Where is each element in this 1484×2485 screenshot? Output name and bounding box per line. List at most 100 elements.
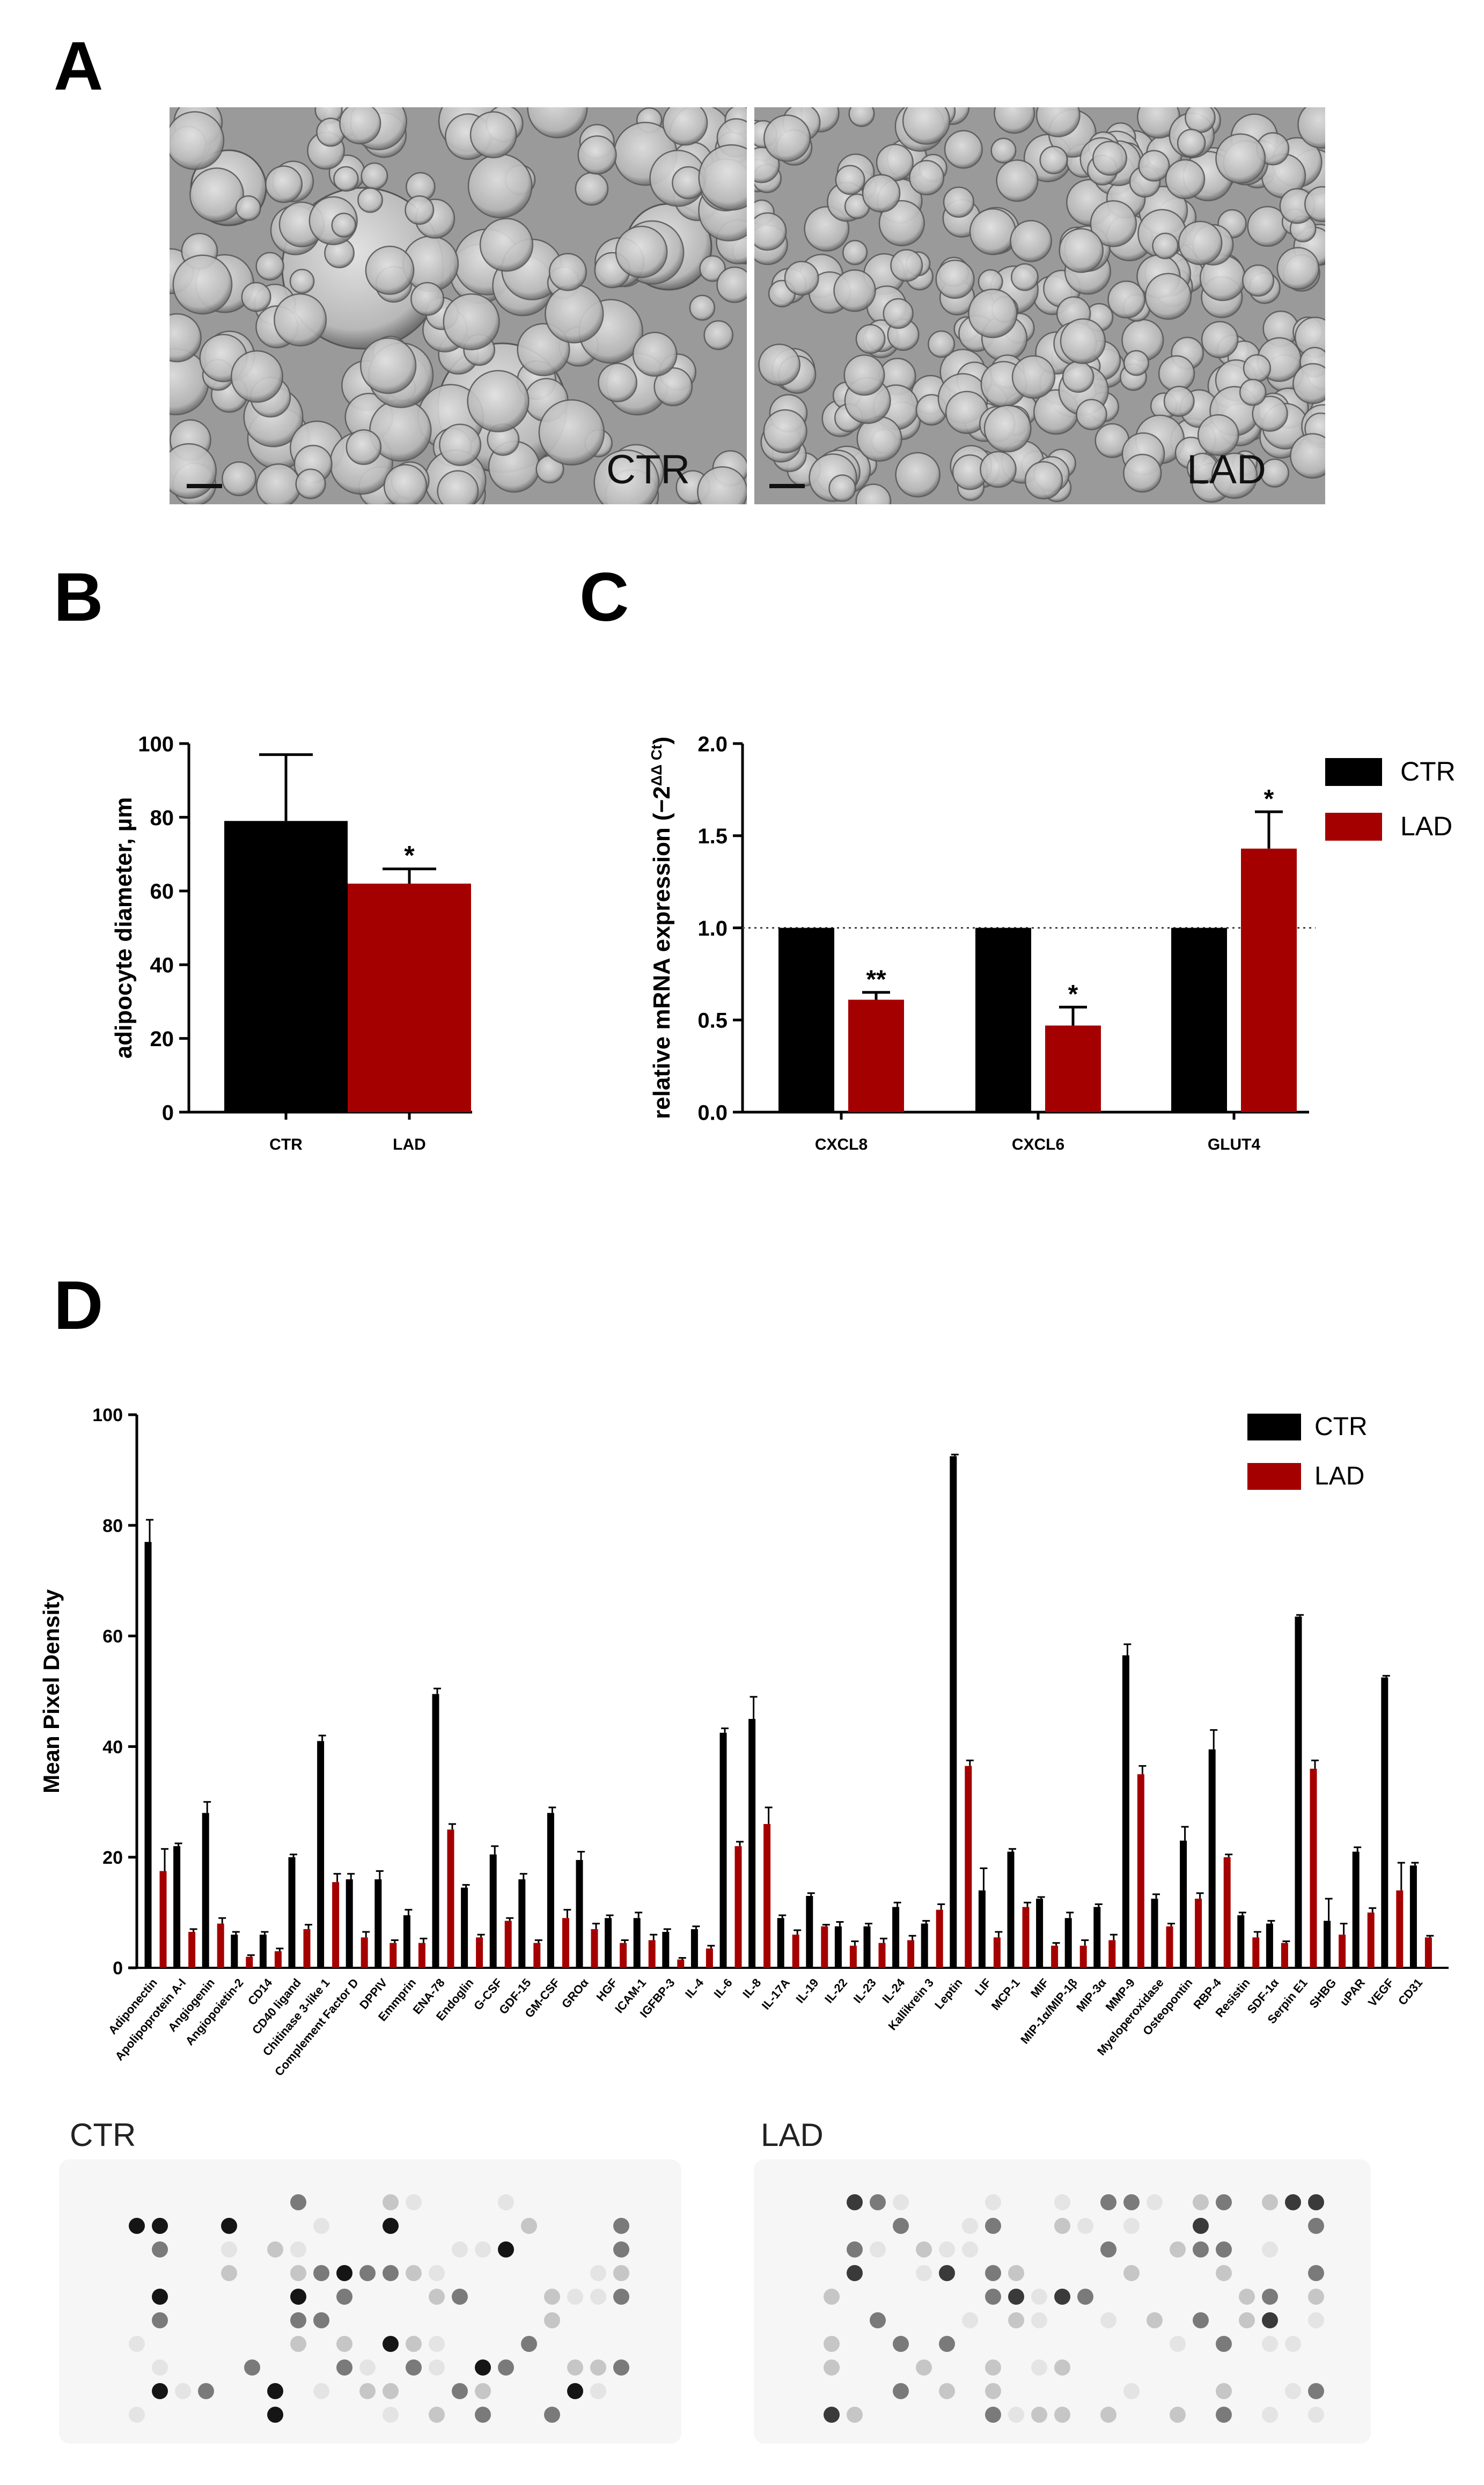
adipocyte-cell xyxy=(1243,354,1272,383)
blot-spot xyxy=(383,2265,399,2281)
chart-d-x-tick-label: Leptin xyxy=(932,1976,965,2012)
blot-spot xyxy=(1216,2336,1232,2352)
blot-spot xyxy=(267,2383,283,2399)
blot-spot xyxy=(1193,2218,1209,2234)
blot-spot xyxy=(985,2265,1001,2281)
blot-spot xyxy=(590,2383,606,2399)
adipocyte-cell xyxy=(969,208,1017,255)
blot-spot xyxy=(939,2241,955,2258)
adipocyte-cell xyxy=(359,337,417,394)
chart-c-bar-lad xyxy=(848,999,904,1112)
blot-spot xyxy=(824,2359,840,2376)
blot-spot xyxy=(962,2241,978,2258)
blot-spot xyxy=(313,2312,329,2328)
blot-spot xyxy=(175,2383,191,2399)
adipocyte-cell xyxy=(883,298,914,329)
adipocyte-cell xyxy=(479,218,534,272)
chart-d-bar-ctr xyxy=(978,1890,986,1968)
blot-spot xyxy=(1216,2241,1232,2258)
blot-spot xyxy=(152,2359,168,2376)
blot-spot xyxy=(824,2407,840,2423)
adipocyte-cell xyxy=(1123,453,1162,493)
blot-spot xyxy=(824,2289,840,2305)
blot-spot xyxy=(1100,2194,1116,2210)
chart-d-x-tick-label: SHBG xyxy=(1306,1976,1339,2011)
blot-spot xyxy=(590,2289,606,2305)
chart-d-bar-lad xyxy=(1195,1899,1202,1968)
blot-spot xyxy=(1308,2194,1324,2210)
chart-d-bar-lad xyxy=(1137,1774,1144,1968)
adipocyte-cell xyxy=(784,261,819,296)
blot-spot xyxy=(847,2265,863,2281)
adipocyte-cell xyxy=(855,324,886,354)
adipocyte-cell xyxy=(548,253,587,291)
blot-spot xyxy=(567,2359,583,2376)
blot-spot xyxy=(290,2336,306,2352)
chart-d-legend-swatch-lad xyxy=(1247,1463,1301,1490)
adipocyte-cell xyxy=(1197,414,1239,456)
adipocyte-cell xyxy=(1185,107,1216,133)
blot-spot xyxy=(406,2359,422,2376)
adipocyte-cell xyxy=(170,313,202,363)
adipocyte-cell xyxy=(1010,219,1052,262)
blot-spot xyxy=(1262,2312,1278,2328)
adipocyte-cell xyxy=(862,174,901,213)
blot-spot xyxy=(1216,2383,1232,2399)
adipocyte-cell xyxy=(172,254,233,315)
blot-spot xyxy=(221,2218,237,2234)
blot-spot xyxy=(152,2383,168,2399)
adipocyte-cell xyxy=(689,295,716,321)
chart-d-bar-lad xyxy=(1367,1912,1375,1968)
blot-spot xyxy=(613,2289,629,2305)
blot-spot xyxy=(452,2383,468,2399)
adipocyte-cell xyxy=(170,111,225,170)
chart-d-bar-ctr xyxy=(1237,1915,1245,1968)
blot-spot xyxy=(221,2265,237,2281)
adipocyte-cell xyxy=(357,187,383,213)
chart-c-legend-label: CTR xyxy=(1400,756,1456,786)
adipocyte-cell xyxy=(467,153,533,218)
blot-spot xyxy=(1262,2241,1278,2258)
blot-lad xyxy=(754,2159,1371,2444)
adipocyte-cell xyxy=(943,186,975,218)
blot-spot xyxy=(1031,2312,1047,2328)
blot-spot xyxy=(1123,2265,1140,2281)
blot-spot xyxy=(383,2383,399,2399)
chart-c-y-tick-label: 0.5 xyxy=(697,1009,728,1033)
chart-d-bar-ctr xyxy=(317,1741,325,1968)
blot-spot xyxy=(429,2289,445,2305)
blot-spot xyxy=(916,2265,932,2281)
chart-d-bar-lad xyxy=(447,1829,454,1968)
adipocyte-cell xyxy=(909,160,945,196)
blot-spot xyxy=(824,2336,840,2352)
chart-b-y-tick-label: 80 xyxy=(150,806,174,830)
adipocyte-cell xyxy=(346,429,382,465)
blot-spot xyxy=(336,2359,352,2376)
chart-d-bar-ctr xyxy=(1324,1921,1331,1968)
adipocyte-cell xyxy=(241,282,271,312)
blot-ctr xyxy=(59,2159,681,2444)
adipocyte-cell xyxy=(1165,159,1206,200)
chart-d-x-tick-label: MIF xyxy=(1028,1976,1052,2000)
blot-spot xyxy=(267,2241,283,2258)
blot-spot xyxy=(916,2359,932,2376)
chart-d-bar-lad xyxy=(1310,1768,1317,1968)
blot-spot xyxy=(613,2218,629,2234)
chart-d-bar-ctr xyxy=(921,1923,928,1968)
chart-d-bar-lad xyxy=(907,1940,915,1968)
chart-d-bar-lad xyxy=(1223,1857,1231,1968)
blot-spot xyxy=(985,2383,1001,2399)
chart-c-legend-label: LAD xyxy=(1400,811,1452,841)
chart-d-bar-lad xyxy=(1339,1935,1346,1968)
adipocyte-cell xyxy=(1260,458,1290,488)
chart-d-bar-lad xyxy=(562,1918,569,1968)
adipocyte-cell xyxy=(1276,247,1320,290)
chart-d-bar-lad xyxy=(188,1931,196,1968)
adipocyte-cell xyxy=(895,452,941,498)
blot-spot xyxy=(429,2407,445,2423)
blot-spot xyxy=(590,2359,606,2376)
blot-spot xyxy=(1216,2194,1232,2210)
chart-d-bar-lad xyxy=(878,1943,886,1968)
blot-spot xyxy=(870,2241,886,2258)
adipocyte-cell xyxy=(1292,363,1325,405)
